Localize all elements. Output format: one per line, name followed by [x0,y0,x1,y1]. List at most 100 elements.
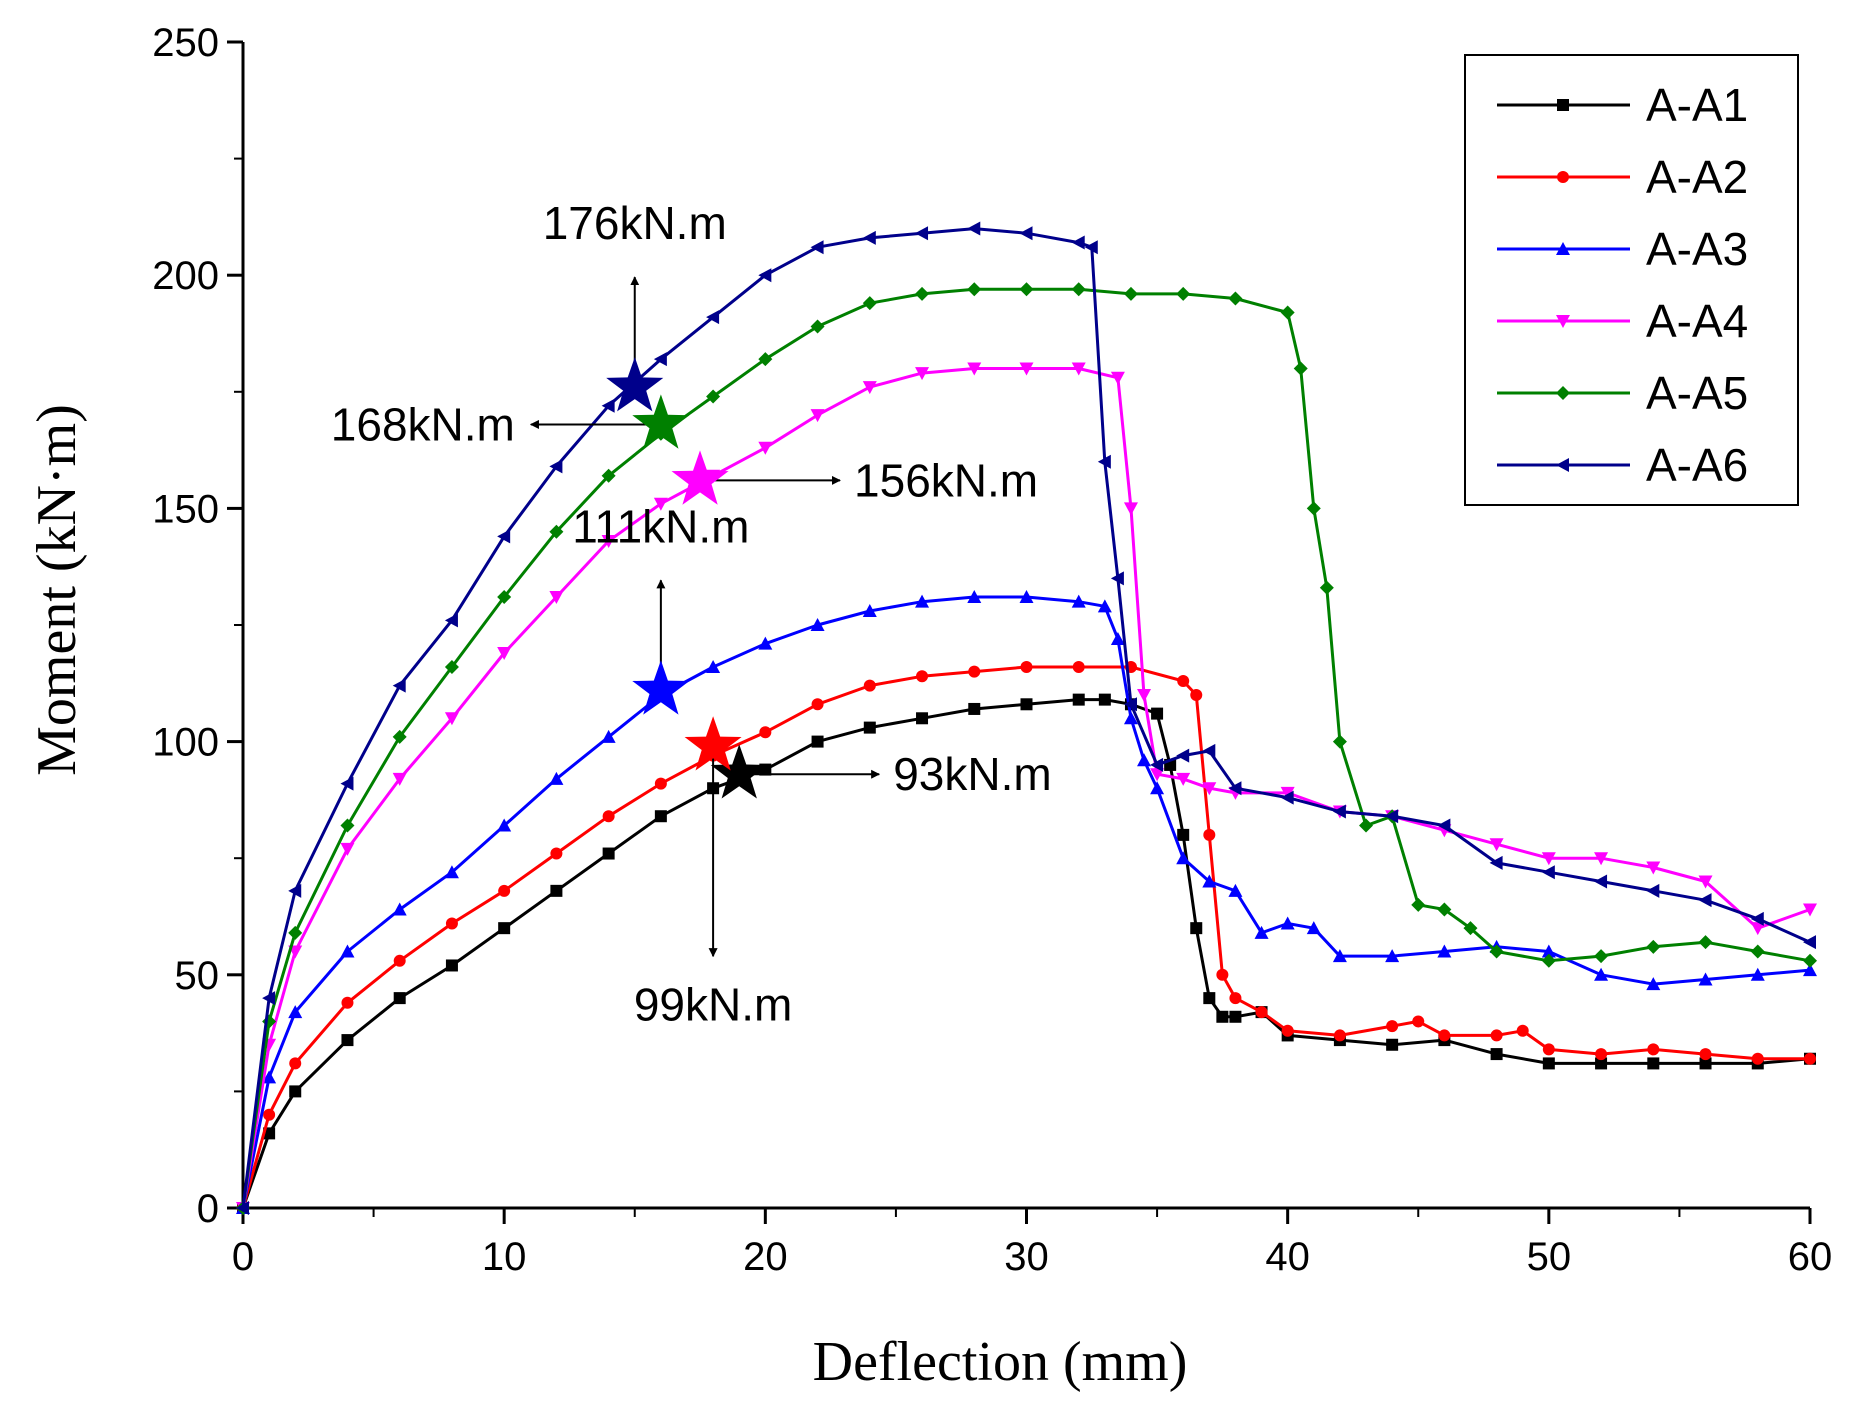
legend-label: A-A3 [1646,223,1748,275]
data-point [967,282,982,297]
data-point [1019,226,1033,241]
data-point [1150,768,1165,782]
x-tick-label: 10 [482,1235,527,1279]
legend-label: A-A4 [1646,295,1748,347]
data-point [1176,851,1191,865]
data-point [1646,861,1661,875]
data-point [810,409,825,423]
data-point [967,221,981,236]
series-line [241,287,1811,1209]
data-point [262,991,276,1006]
data-point [654,777,667,790]
data-point [444,712,459,726]
star-icon [684,716,742,771]
annotation-layer: 176kN.m 168kN.m 156kN.m 111kN.m 93kN.m 99kN.m [331,197,1052,1030]
data-point [340,842,355,856]
data-point [1228,781,1242,796]
data-point [1097,454,1111,469]
data-point [1306,921,1321,935]
data-point [497,590,512,605]
data-point [1190,688,1203,701]
data-point [759,726,772,739]
data-point [602,847,615,860]
data-point [340,776,354,791]
data-point [1699,1057,1712,1070]
annotation-111kn-m: 111kN.m [572,500,749,715]
legend-marker [1556,242,1570,255]
data-point [393,992,406,1005]
data-point [549,524,564,539]
data-point [1595,1057,1608,1070]
legend-marker [1556,458,1569,472]
data-point [288,883,302,898]
data-point [1437,944,1452,958]
data-point [1699,1048,1712,1061]
data-point [1411,897,1426,912]
y-tick-label: 150 [152,487,219,531]
data-point [341,1034,354,1047]
data-point [1020,698,1033,711]
data-point [1203,992,1216,1005]
data-point [1177,674,1190,687]
data-point [498,884,511,897]
data-point [1385,949,1400,963]
x-tick-label: 60 [1788,1235,1833,1279]
data-point [758,268,772,283]
data-point [392,772,407,786]
data-point [549,771,564,785]
data-point [1110,371,1125,385]
data-point [1333,1029,1346,1042]
x-tick-label: 20 [743,1235,788,1279]
data-point [1750,922,1765,936]
data-point [445,959,458,972]
data-point [1594,967,1609,981]
data-point [706,389,721,404]
data-point [1020,660,1033,673]
data-point [1229,992,1242,1005]
data-point [1541,953,1556,968]
data-point [863,679,876,692]
x-axis-title: Deflection (mm) [813,1331,1188,1393]
legend-entry-a-a1: A-A1 [1497,79,1748,131]
data-point [653,497,668,511]
data-point [915,226,929,241]
data-point [1216,968,1229,981]
data-point [549,591,564,605]
data-point [1098,693,1111,706]
data-point [1489,944,1504,959]
data-point [340,818,355,833]
data-point [1751,1052,1764,1065]
legend-marker [1556,315,1570,328]
data-point [758,441,773,455]
data-point [862,604,877,618]
annotation-label: 176kN.m [543,197,727,249]
data-point [653,352,667,367]
data-point [1647,1043,1660,1056]
annotation-label: 156kN.m [854,454,1038,506]
data-point [1646,977,1661,991]
data-point [1542,1043,1555,1056]
data-point [706,310,720,325]
data-point [1463,921,1478,936]
data-point [1123,502,1138,516]
legend-entry-a-a4: A-A4 [1497,295,1748,347]
data-point [236,1201,249,1215]
data-point [1228,883,1243,897]
data-point [810,240,824,255]
data-point [1803,953,1817,968]
data-point [392,902,407,916]
data-point [1137,688,1152,702]
data-point [863,721,876,734]
star-icon [632,394,690,449]
data-point [1072,660,1085,673]
data-point [1698,875,1713,889]
data-point [967,362,982,376]
data-point [550,884,563,897]
data-point [915,286,930,301]
data-point [1216,1010,1229,1023]
data-point [1177,828,1190,841]
data-point [1594,874,1608,889]
data-point [967,590,982,604]
y-tick-label: 200 [152,254,219,298]
